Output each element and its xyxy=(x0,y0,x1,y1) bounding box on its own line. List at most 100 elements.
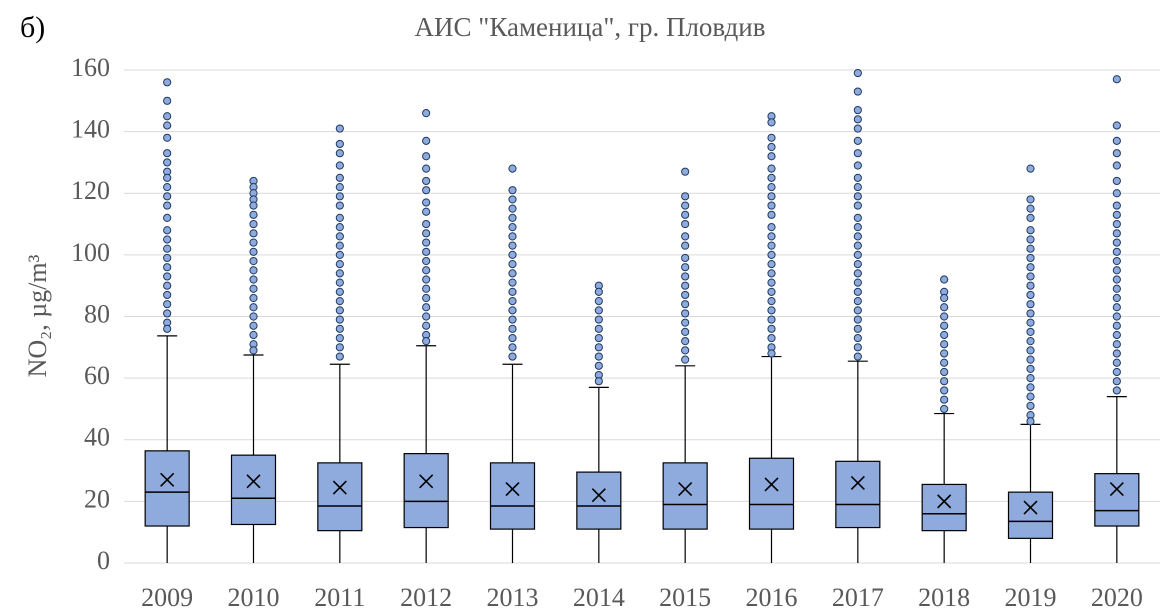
mean-stroke xyxy=(1023,500,1038,515)
outlier xyxy=(163,201,172,210)
outlier xyxy=(681,327,690,337)
outlier xyxy=(422,176,431,186)
outlier xyxy=(335,260,344,269)
outlier xyxy=(1112,312,1121,321)
mean-marker xyxy=(160,472,175,487)
outlier xyxy=(249,346,258,355)
outlier xyxy=(940,340,949,349)
outlier xyxy=(163,173,172,182)
outlier xyxy=(163,309,172,318)
outlier xyxy=(508,343,517,352)
outlier xyxy=(249,210,258,219)
outlier xyxy=(335,149,344,158)
outlier xyxy=(163,300,172,309)
outlier xyxy=(853,223,862,232)
outlier xyxy=(1026,392,1035,401)
outlier xyxy=(422,207,431,216)
outlier xyxy=(853,315,862,324)
x-tick-label: 2015 xyxy=(659,583,711,612)
outlier xyxy=(508,223,517,232)
outlier xyxy=(508,315,517,324)
mean-stroke xyxy=(937,494,952,509)
outlier xyxy=(681,253,690,263)
outlier xyxy=(508,195,517,204)
outlier xyxy=(335,296,344,306)
outlier xyxy=(163,244,172,253)
outlier xyxy=(681,272,690,281)
mean-marker xyxy=(937,494,952,509)
outlier xyxy=(767,315,776,324)
outlier xyxy=(940,312,949,321)
outlier xyxy=(508,204,517,213)
mean-stroke xyxy=(1109,481,1124,497)
outlier xyxy=(767,182,776,192)
box xyxy=(835,460,881,529)
outlier xyxy=(1112,349,1121,358)
x-tick-label: 2019 xyxy=(1005,583,1057,612)
outlier xyxy=(163,253,172,263)
outlier xyxy=(249,303,258,312)
outlier xyxy=(940,367,949,377)
outlier xyxy=(767,241,776,250)
outlier xyxy=(853,352,862,361)
outlier xyxy=(594,296,603,306)
mean-marker xyxy=(591,488,606,503)
outlier xyxy=(508,324,517,333)
outlier xyxy=(594,361,603,370)
outlier xyxy=(163,281,172,290)
outlier xyxy=(940,303,949,312)
outlier xyxy=(767,201,776,210)
mean-stroke xyxy=(419,474,434,489)
outlier xyxy=(422,321,431,330)
outlier xyxy=(163,226,172,235)
outlier xyxy=(163,263,172,272)
outlier xyxy=(335,124,344,133)
mean-marker xyxy=(850,475,865,490)
outlier xyxy=(163,149,172,158)
mean-stroke xyxy=(678,481,693,497)
outlier xyxy=(422,136,431,145)
outlier xyxy=(1026,383,1035,392)
outlier xyxy=(422,312,431,321)
outlier xyxy=(853,124,862,133)
mean-stroke xyxy=(850,475,865,490)
outlier xyxy=(594,287,603,296)
outlier xyxy=(1026,281,1035,290)
outlier xyxy=(1112,386,1121,395)
outlier xyxy=(422,284,431,293)
outlier xyxy=(508,232,517,241)
outlier xyxy=(335,223,344,232)
outlier xyxy=(335,161,344,170)
outlier xyxy=(681,318,690,327)
outlier xyxy=(853,343,862,352)
outlier xyxy=(853,232,862,241)
box xyxy=(921,483,967,532)
box xyxy=(144,450,190,527)
outlier xyxy=(335,333,344,343)
outlier xyxy=(1026,417,1035,426)
outlier xyxy=(335,287,344,296)
outlier xyxy=(853,149,862,158)
outlier xyxy=(335,232,344,241)
outlier xyxy=(1026,337,1035,346)
box xyxy=(748,457,795,530)
outlier xyxy=(335,173,344,182)
outlier xyxy=(1112,229,1121,238)
outlier xyxy=(249,312,258,321)
outlier xyxy=(767,306,776,315)
mean-marker xyxy=(505,481,520,497)
outlier xyxy=(335,352,344,361)
outlier xyxy=(163,324,172,333)
outlier xyxy=(249,219,258,229)
outlier xyxy=(163,158,172,167)
outlier xyxy=(422,275,431,284)
x-tick-label: 2010 xyxy=(228,583,280,612)
outlier xyxy=(940,404,949,414)
outlier xyxy=(1026,164,1035,173)
outlier xyxy=(767,260,776,269)
mean-marker xyxy=(1109,481,1124,497)
outlier xyxy=(853,105,862,115)
outlier xyxy=(422,238,431,247)
y-tick-label: 80 xyxy=(84,299,110,328)
